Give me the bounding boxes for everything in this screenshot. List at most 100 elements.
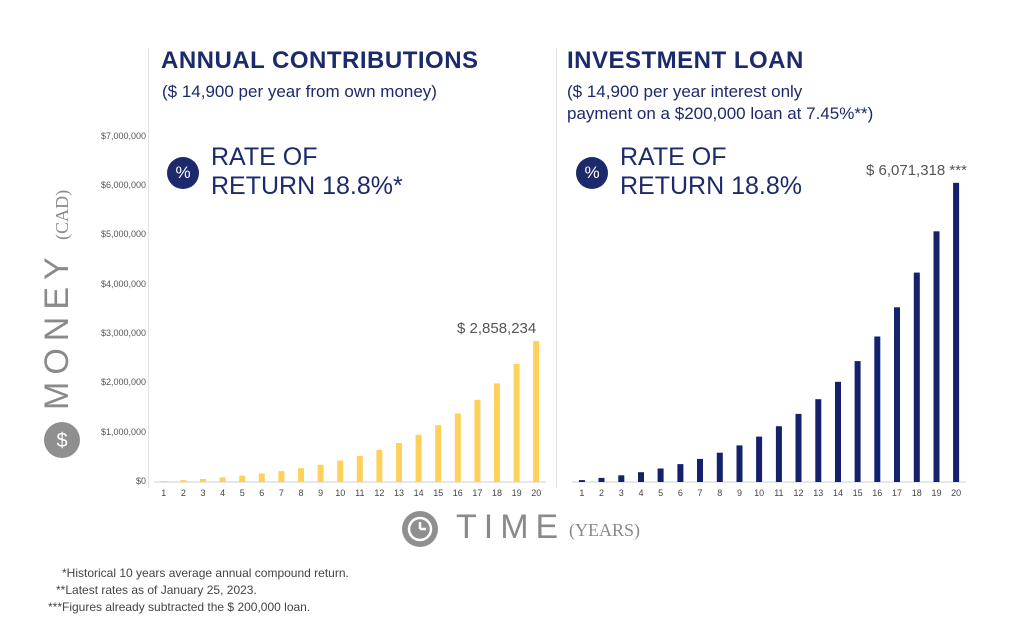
right-x-tick-label: 6: [678, 488, 683, 498]
right-bar: [815, 399, 822, 482]
left-panel-rule: [148, 48, 149, 488]
left-bar: [474, 399, 481, 482]
left-x-tick-label: 10: [335, 488, 345, 498]
left-x-tick-label: 8: [298, 488, 303, 498]
right-x-tick-label: 17: [892, 488, 902, 498]
left-final-value: $ 2,858,234: [457, 320, 537, 337]
right-bar: [736, 445, 743, 482]
left-bar: [278, 471, 285, 482]
left-bar: [239, 475, 246, 482]
left-x-tick-label: 19: [512, 488, 522, 498]
right-rate-line1: RATE OF: [620, 143, 727, 171]
left-x-tick-label: 17: [472, 488, 482, 498]
right-panel-subtitle-line1: ($ 14,900 per year interest only: [567, 82, 803, 101]
left-bar: [219, 477, 226, 482]
left-x-tick-label: 4: [220, 488, 225, 498]
right-bar: [775, 426, 782, 482]
right-bar: [598, 477, 605, 482]
svg-text:$: $: [56, 430, 67, 452]
right-x-tick-label: 14: [833, 488, 843, 498]
left-x-tick-label: 15: [433, 488, 443, 498]
y-tick-label: $2,000,000: [100, 377, 146, 387]
y-tick-label: $5,000,000: [100, 229, 146, 239]
left-rate-line1: RATE OF: [211, 143, 318, 171]
right-final-value: $ 6,071,318 ***: [866, 162, 967, 179]
right-x-tick-label: 4: [638, 488, 643, 498]
left-rate-line2: RETURN 18.8%*: [211, 172, 403, 200]
right-bar: [933, 231, 940, 482]
y-tick-label: $0: [135, 476, 146, 486]
right-x-tick-label: 5: [658, 488, 663, 498]
right-x-tick-label: 12: [793, 488, 803, 498]
left-bar: [356, 455, 363, 482]
right-x-tick-label: 8: [717, 488, 722, 498]
right-bar: [795, 413, 802, 482]
left-x-tick-label: 5: [240, 488, 245, 498]
footnote-2: **Latest rates as of January 25, 2023.: [56, 583, 257, 597]
left-x-tick-label: 20: [531, 488, 541, 498]
right-bar: [716, 452, 723, 482]
left-bar: [298, 468, 304, 482]
left-bar: [494, 383, 500, 482]
left-x-tick-label: 6: [259, 488, 264, 498]
right-x-tick-label: 10: [754, 488, 764, 498]
right-x-tick-label: 18: [912, 488, 922, 498]
dollar-icon: $: [44, 422, 80, 458]
right-x-tick-label: 13: [813, 488, 823, 498]
right-x-tick-label: 19: [931, 488, 941, 498]
right-bar: [657, 468, 664, 482]
left-bar: [317, 464, 324, 482]
left-x-tick-label: 16: [453, 488, 463, 498]
right-bar: [835, 381, 841, 482]
right-x-tick-label: 3: [619, 488, 624, 498]
left-bar: [513, 364, 520, 482]
left-bar: [435, 425, 442, 482]
footnote-1: *Historical 10 years average annual comp…: [62, 566, 349, 580]
right-bar: [697, 458, 703, 482]
panel-divider: [556, 48, 557, 488]
y-tick-label: $7,000,000: [100, 131, 146, 141]
right-bar: [874, 336, 881, 482]
x-axis-unit: (YEARS): [569, 520, 640, 540]
left-bar: [533, 341, 540, 482]
left-x-tick-label: 14: [414, 488, 424, 498]
left-x-tick-label: 2: [181, 488, 186, 498]
right-x-tick-label: 2: [599, 488, 604, 498]
left-x-tick-label: 13: [394, 488, 404, 498]
y-tick-label: $4,000,000: [100, 279, 146, 289]
left-x-tick-label: 9: [318, 488, 323, 498]
left-x-tick-label: 1: [161, 488, 166, 498]
right-bar: [756, 436, 763, 482]
left-panel-subtitle: ($ 14,900 per year from own money): [162, 82, 437, 101]
right-bar: [578, 480, 585, 482]
left-bar: [454, 413, 461, 482]
left-bar: [258, 473, 265, 482]
x-axis-word: TIME: [456, 508, 566, 546]
right-x-tick-label: 11: [774, 488, 783, 498]
left-panel-title: ANNUAL CONTRIBUTIONS: [161, 47, 479, 74]
left-x-tick-label: 7: [279, 488, 284, 498]
right-bar: [913, 272, 920, 482]
right-x-tick-label: 20: [951, 488, 961, 498]
left-bar: [415, 434, 422, 482]
percent-icon: %: [167, 157, 199, 189]
right-panel-subtitle-line2: payment on a $200,000 loan at 7.45%**): [567, 104, 874, 123]
right-x-tick-label: 1: [579, 488, 584, 498]
right-bar: [894, 307, 900, 482]
right-rate-line2: RETURN 18.8%: [620, 172, 802, 200]
left-bar: [396, 443, 402, 482]
right-bar: [854, 361, 861, 482]
y-tick-label: $1,000,000: [100, 427, 146, 437]
left-x-tick-label: 3: [200, 488, 205, 498]
right-x-tick-label: 9: [737, 488, 742, 498]
left-bar: [200, 478, 206, 482]
clock-icon: [402, 511, 438, 547]
right-x-tick-label: 7: [697, 488, 702, 498]
percent-icon: %: [576, 157, 608, 189]
left-bar: [376, 449, 383, 482]
left-bar: [160, 481, 167, 482]
footnote-3: ***Figures already subtracted the $ 200,…: [48, 600, 311, 614]
right-bar: [677, 464, 684, 482]
left-bar: [180, 480, 187, 482]
